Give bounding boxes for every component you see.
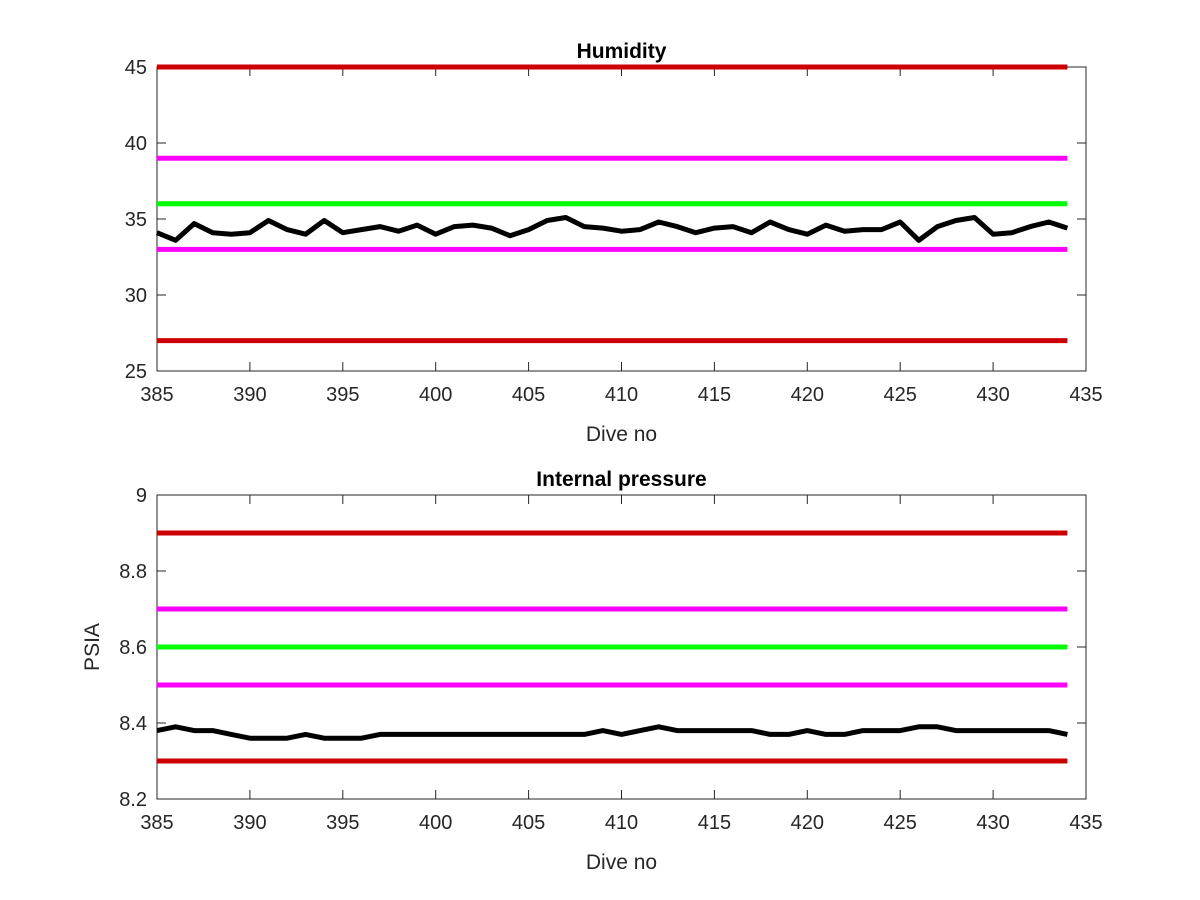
- x-tick-label: 405: [512, 812, 545, 834]
- plot-area: [156, 66, 1087, 372]
- x-tick-label: 395: [326, 384, 359, 406]
- x-tick-label: 410: [605, 384, 638, 406]
- chart-title: Internal pressure: [536, 468, 706, 491]
- chart-2: 385 390 395 400 405 410 415 420 425 430 435 8.2 8.4 8…: [81, 468, 1103, 874]
- x-tick-label: 415: [698, 812, 731, 834]
- x-tick-label: 390: [233, 812, 266, 834]
- x-axis-label: Dive no: [586, 851, 657, 874]
- x-tick-label: 405: [512, 384, 545, 406]
- chart-1: 385 390 395 400 405 410 415 420 425 430 435 25 30 35 4…: [125, 40, 1103, 446]
- x-tick-label: 435: [1069, 384, 1102, 406]
- x-tick-label: 400: [419, 812, 452, 834]
- y-tick-label: 30: [125, 285, 147, 307]
- y-tick-label: 8.8: [119, 561, 147, 583]
- y-tick-label: 45: [125, 57, 147, 79]
- x-axis-label: Dive no: [586, 423, 657, 446]
- x-tick-label: 420: [791, 384, 824, 406]
- x-tick-label: 435: [1069, 812, 1102, 834]
- x-tick-label: 385: [140, 812, 173, 834]
- x-tick-label: 430: [976, 384, 1009, 406]
- x-tick-label: 420: [791, 812, 824, 834]
- y-tick-label: 8.4: [119, 713, 147, 735]
- x-tick-label: 415: [698, 384, 731, 406]
- x-tick-label: 410: [605, 812, 638, 834]
- x-tick-label: 395: [326, 812, 359, 834]
- series-line: [156, 215, 1069, 243]
- y-tick-label: 9: [136, 485, 147, 507]
- x-tick-label: 425: [884, 812, 917, 834]
- x-tick-label: 430: [976, 812, 1009, 834]
- x-tick-label: 385: [140, 384, 173, 406]
- y-tick-label: 35: [125, 209, 147, 231]
- x-tick-label: 400: [419, 384, 452, 406]
- series-line: [156, 724, 1068, 741]
- y-tick-label: 8.2: [119, 789, 147, 811]
- chart-title: Humidity: [577, 40, 667, 63]
- y-axis-label: PSIA: [81, 623, 104, 671]
- y-tick-label: 40: [125, 133, 147, 155]
- x-tick-label: 425: [884, 384, 917, 406]
- y-tick-label: 25: [125, 361, 147, 383]
- y-tick-label: 8.6: [119, 637, 147, 659]
- x-tick-label: 390: [233, 384, 266, 406]
